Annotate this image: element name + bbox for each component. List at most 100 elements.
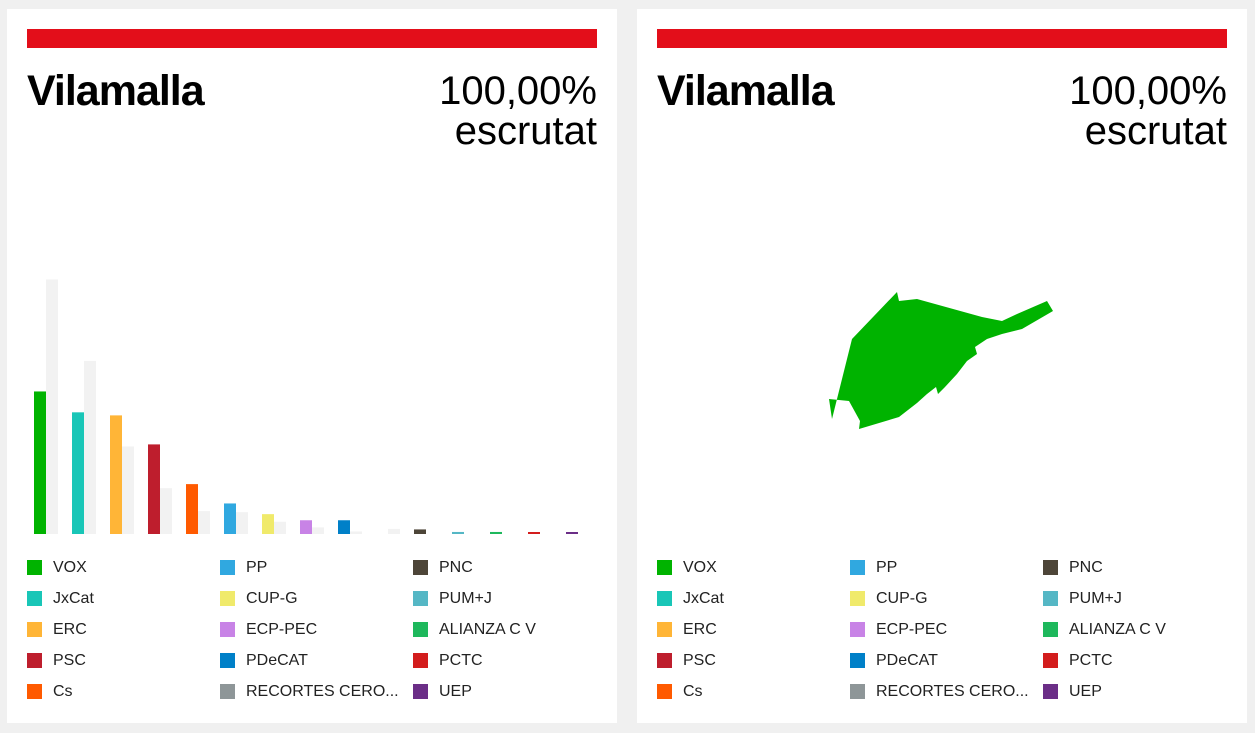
bar-psc[interactable] bbox=[148, 444, 160, 534]
bar-pctc[interactable] bbox=[528, 532, 540, 534]
bar-previous-erc[interactable] bbox=[122, 446, 134, 534]
legend-label: PNC bbox=[1069, 558, 1103, 576]
bar-previous-recortes-cero[interactable] bbox=[388, 528, 400, 534]
legend-swatch bbox=[220, 622, 235, 637]
legend-item: PP bbox=[220, 552, 413, 583]
legend-item: VOX bbox=[657, 552, 850, 583]
bar-previous-psc[interactable] bbox=[160, 488, 172, 534]
legend-label: PUM+J bbox=[439, 589, 492, 607]
header-accent-bar bbox=[657, 29, 1227, 48]
legend-swatch bbox=[27, 684, 42, 699]
bar-previous-cup-g[interactable] bbox=[274, 521, 286, 534]
bar-cs[interactable] bbox=[186, 484, 198, 534]
legend-item: PDeCAT bbox=[850, 645, 1043, 676]
legend-swatch bbox=[1043, 591, 1058, 606]
scrutiny-percent: 100,00% bbox=[1069, 69, 1227, 113]
municipality-shape[interactable] bbox=[829, 292, 1053, 429]
legend-label: Cs bbox=[53, 682, 73, 700]
legend-label: JxCat bbox=[53, 589, 94, 607]
bar-pnc[interactable] bbox=[414, 529, 426, 534]
legend-swatch bbox=[850, 591, 865, 606]
legend-swatch bbox=[220, 653, 235, 668]
scrutiny-label: escrutat bbox=[454, 109, 597, 153]
legend-swatch bbox=[657, 684, 672, 699]
results-bar-chart bbox=[34, 279, 578, 534]
legend-label: VOX bbox=[53, 558, 87, 576]
legend-item: ECP-PEC bbox=[220, 614, 413, 645]
legend-label: PUM+J bbox=[1069, 589, 1122, 607]
header-accent-bar bbox=[27, 29, 597, 48]
legend-swatch bbox=[413, 684, 428, 699]
bar-cup-g[interactable] bbox=[262, 514, 274, 534]
legend-label: PDeCAT bbox=[876, 651, 938, 669]
legend-label: ECP-PEC bbox=[876, 620, 948, 638]
legend-label: PP bbox=[876, 558, 898, 576]
legend-item: UEP bbox=[1043, 676, 1236, 707]
legend-item: CUP-G bbox=[850, 583, 1043, 614]
legend-swatch bbox=[657, 653, 672, 668]
scrutiny-percent: 100,00% bbox=[439, 69, 597, 113]
legend-item: PDeCAT bbox=[220, 645, 413, 676]
legend-swatch bbox=[657, 622, 672, 637]
legend-item: JxCat bbox=[27, 583, 220, 614]
legend-label: Cs bbox=[683, 682, 703, 700]
legend-item: PSC bbox=[27, 645, 220, 676]
legend-label: RECORTES CERO... bbox=[246, 682, 399, 700]
bar-alianza-c-v[interactable] bbox=[490, 531, 502, 534]
legend-item: PP bbox=[850, 552, 1043, 583]
bar-uep[interactable] bbox=[566, 532, 578, 534]
legend-item: Cs bbox=[27, 676, 220, 707]
bar-previous-pdecat[interactable] bbox=[350, 531, 362, 534]
legend-swatch bbox=[413, 653, 428, 668]
legend-swatch bbox=[220, 684, 235, 699]
bar-previous-cs[interactable] bbox=[198, 511, 210, 534]
party-legend: VOX JxCat ERC PSC Cs PP CUP-G ECP-PEC PDeCAT RECO… bbox=[657, 552, 1237, 702]
legend-item: ALIANZA C V bbox=[413, 614, 606, 645]
legend-swatch bbox=[1043, 560, 1058, 575]
bar-previous-vox[interactable] bbox=[46, 279, 58, 534]
municipality-map[interactable] bbox=[637, 189, 1247, 544]
bar-ecp-pec[interactable] bbox=[300, 520, 312, 534]
bar-vox[interactable] bbox=[34, 391, 46, 534]
legend-item: PNC bbox=[413, 552, 606, 583]
bar-previous-pp[interactable] bbox=[236, 512, 248, 534]
bar-pdecat[interactable] bbox=[338, 520, 350, 534]
legend-label: CUP-G bbox=[876, 589, 928, 607]
legend-swatch bbox=[657, 560, 672, 575]
legend-item: PUM+J bbox=[413, 583, 606, 614]
bar-pum-j[interactable] bbox=[452, 531, 464, 534]
legend-swatch bbox=[850, 622, 865, 637]
legend-item: ECP-PEC bbox=[850, 614, 1043, 645]
bar-pp[interactable] bbox=[224, 503, 236, 534]
bar-previous-ecp-pec[interactable] bbox=[312, 527, 324, 534]
results-card-map: Vilamalla 100,00% escrutat VOX JxCat ERC PS… bbox=[637, 9, 1247, 723]
legend-swatch bbox=[1043, 653, 1058, 668]
bar-erc[interactable] bbox=[110, 415, 122, 534]
legend-item: VOX bbox=[27, 552, 220, 583]
legend-swatch bbox=[413, 622, 428, 637]
legend-swatch bbox=[413, 560, 428, 575]
party-legend: VOX JxCat ERC PSC Cs PP CUP-G ECP-PEC PDeCAT RECO… bbox=[27, 552, 607, 702]
legend-item: RECORTES CERO... bbox=[220, 676, 413, 707]
legend-swatch bbox=[413, 591, 428, 606]
bar-jxcat[interactable] bbox=[72, 412, 84, 534]
legend-swatch bbox=[27, 653, 42, 668]
legend-label: CUP-G bbox=[246, 589, 298, 607]
municipality-title: Vilamalla bbox=[27, 67, 205, 115]
legend-label: ERC bbox=[683, 620, 717, 638]
legend-item: UEP bbox=[413, 676, 606, 707]
legend-swatch bbox=[657, 591, 672, 606]
legend-swatch bbox=[850, 684, 865, 699]
legend-label: ALIANZA C V bbox=[1069, 620, 1166, 638]
legend-item: PCTC bbox=[413, 645, 606, 676]
legend-label: RECORTES CERO... bbox=[876, 682, 1029, 700]
legend-item: Cs bbox=[657, 676, 850, 707]
legend-item: ERC bbox=[27, 614, 220, 645]
bar-previous-jxcat[interactable] bbox=[84, 360, 96, 534]
legend-label: PNC bbox=[439, 558, 473, 576]
legend-label: PP bbox=[246, 558, 268, 576]
legend-label: ERC bbox=[53, 620, 87, 638]
legend-label: ALIANZA C V bbox=[439, 620, 536, 638]
scrutiny-status: 100,00% escrutat bbox=[1069, 71, 1227, 151]
legend-item: ALIANZA C V bbox=[1043, 614, 1236, 645]
